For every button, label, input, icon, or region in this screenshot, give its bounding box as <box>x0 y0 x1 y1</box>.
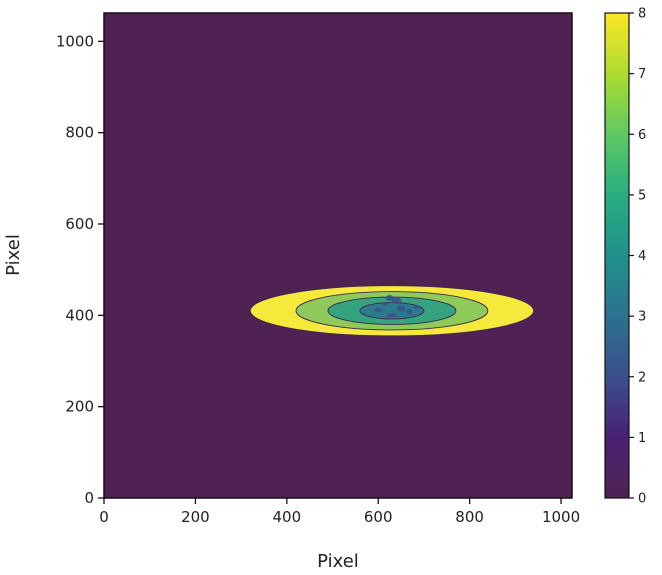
y-axis-label: Pixel <box>3 234 24 276</box>
colorbar-tick-label: 4 <box>638 249 646 264</box>
x-tick-label: 400 <box>272 508 301 526</box>
heatmap-image <box>104 13 572 498</box>
colorbar-tick-label: 5 <box>638 188 646 203</box>
plot-frame <box>103 12 573 499</box>
colorbar-axis: 0 1 2 3 4 5 6 7 8 <box>629 7 646 507</box>
contour-level-4 <box>359 302 425 320</box>
y-tick-label: 400 <box>65 306 94 324</box>
core-speckle <box>406 308 413 315</box>
colorbar-tick-label: 7 <box>638 67 646 82</box>
y-axis: 0 200 400 600 800 1000 <box>56 32 104 507</box>
core-speckle <box>414 305 421 310</box>
y-tick-label: 1000 <box>56 32 94 50</box>
core-speckle <box>386 313 397 318</box>
colorbar-tick-label: 3 <box>638 310 646 325</box>
colorbar <box>604 12 630 499</box>
x-tick-label: 800 <box>455 508 484 526</box>
heatmap-background <box>104 13 572 498</box>
core-speckle <box>382 301 389 306</box>
x-axis: 0 200 400 600 800 1000 <box>99 498 580 526</box>
x-tick-label: 0 <box>99 508 109 526</box>
core-speckle <box>397 305 406 312</box>
y-tick-label: 600 <box>65 215 94 233</box>
y-tick-label: 0 <box>84 489 94 507</box>
core-speckle <box>374 307 383 312</box>
x-tick-label: 600 <box>364 508 393 526</box>
colorbar-tick-label: 0 <box>638 492 646 507</box>
x-axis-label: Pixel <box>317 551 359 572</box>
colorbar-tick-label: 6 <box>638 128 646 143</box>
y-tick-label: 800 <box>65 124 94 142</box>
x-tick-label: 200 <box>181 508 210 526</box>
y-tick-label: 200 <box>65 398 94 416</box>
core-speckle <box>385 294 394 301</box>
colorbar-tick-label: 1 <box>638 431 646 446</box>
colorbar-tick-label: 2 <box>638 370 646 385</box>
core-speckle <box>391 297 402 304</box>
x-tick-label: 1000 <box>542 508 580 526</box>
colorbar-tick-label: 8 <box>638 7 646 22</box>
